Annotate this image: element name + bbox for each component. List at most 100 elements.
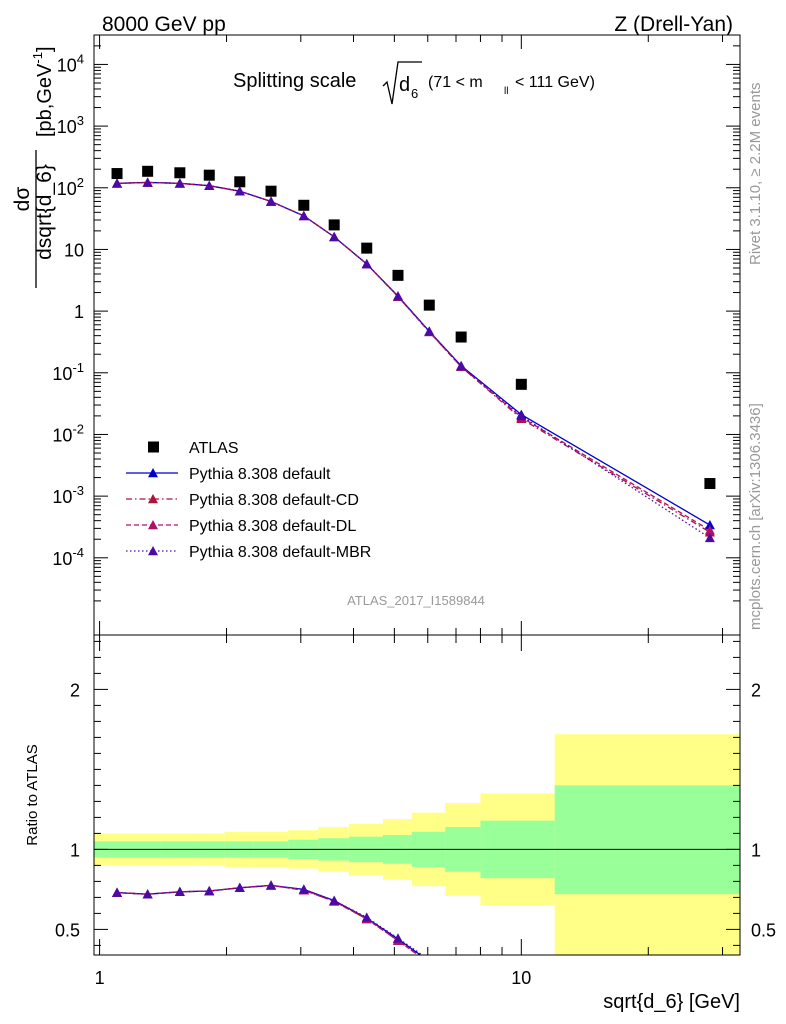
- point-mbr: [174, 178, 185, 188]
- main-ylabel: dσ dsqrt{d_6} [pb,GeV-1]: [11, 46, 56, 288]
- point-atlas: [328, 219, 340, 231]
- point-atlas: [265, 185, 277, 197]
- legend-marker-cd: [148, 494, 158, 504]
- ratio-xtick-label: 10: [511, 968, 531, 988]
- legend-label-dl: Pythia 8.308 default-DL: [189, 518, 356, 535]
- ratio-point-mbr: [361, 912, 372, 922]
- point-mbr: [298, 210, 309, 221]
- ratio-point-mbr: [329, 895, 340, 905]
- legend-label-atlas: ATLAS: [189, 440, 239, 457]
- point-mbr: [142, 177, 153, 187]
- legend-label-cd: Pythia 8.308 default-CD: [189, 492, 359, 509]
- ylabel-unit: [pb,GeV-1]: [30, 46, 56, 137]
- ratio-line-default: [117, 884, 422, 955]
- ratio-ytick-label-left: 1: [70, 840, 80, 860]
- header-right: Z (Drell-Yan): [614, 13, 733, 36]
- ratio-line-mbr: [117, 884, 424, 955]
- point-atlas: [111, 168, 123, 180]
- main-ytick-label: 10-1: [52, 360, 84, 384]
- ratio-line-dl: [117, 884, 420, 955]
- main-ytick-label: 10-2: [52, 421, 84, 445]
- point-mbr: [516, 410, 527, 421]
- point-mbr: [204, 180, 215, 190]
- ratio-point-mbr: [204, 886, 215, 896]
- point-mbr: [234, 186, 245, 196]
- legend-marker-mbr: [148, 546, 158, 556]
- point-mbr: [329, 231, 340, 242]
- point-atlas: [423, 299, 435, 311]
- ratio-point-mbr: [266, 880, 277, 890]
- main-data: [111, 165, 716, 543]
- band-inner-bin: [554, 785, 740, 895]
- legend-marker-default: [148, 468, 158, 478]
- mcplots-label: mcplots.cern.ch [arXiv:1306.3436]: [747, 403, 764, 630]
- point-atlas: [515, 378, 527, 390]
- ratio-frame: [93, 634, 741, 956]
- main-ytick-label: 104: [57, 51, 84, 75]
- ratio-ytick-label-right: 1: [751, 840, 761, 860]
- main-ytick-label: 10-3: [52, 483, 84, 507]
- ratio-ylabel: Ratio to ATLAS: [24, 744, 41, 845]
- title-prefix: Splitting scale: [233, 70, 356, 92]
- legend-marker-dl: [148, 520, 158, 530]
- point-atlas: [142, 165, 154, 177]
- ratio-point-mbr: [234, 882, 245, 893]
- point-dl: [704, 525, 715, 535]
- header-left: 8000 GeV pp: [102, 13, 226, 36]
- point-default: [704, 520, 715, 530]
- point-mbr: [424, 326, 435, 336]
- plot-title: Splitting scale d 6 (71 < m ll < 111 GeV…: [233, 61, 595, 105]
- ratio-line-cd: [117, 884, 420, 955]
- analysis-watermark: ATLAS_2017_I1589844: [347, 593, 485, 608]
- ratio-point-mbr: [392, 933, 403, 943]
- ratio-ytick-label-right: 0.5: [751, 920, 776, 940]
- ratio-xtick-label: 1: [95, 968, 105, 988]
- main-axes: 10-4 10-3 10-2 10-1 1 10 102 103 104: [52, 35, 740, 635]
- ratio-point-default: [424, 956, 434, 965]
- title-symbol-sub: 6: [411, 86, 418, 101]
- ratio-panel: 0.5 0.5 1 1 2 2 1 10 Ratio to ATLAS sqrt{d_6} […: [24, 634, 776, 1013]
- point-atlas: [455, 331, 467, 343]
- ylabel-den: dsqrt{d_6}: [33, 164, 56, 260]
- series-line-mbr: [117, 181, 711, 539]
- point-mbr: [112, 178, 123, 188]
- series-line-dl: [117, 181, 711, 531]
- legend-label-mbr: Pythia 8.308 default-MBR: [189, 544, 371, 561]
- ratio-data: [94, 734, 740, 967]
- main-ytick-label: 1: [74, 302, 84, 322]
- main-ytick-label: 10-4: [52, 545, 84, 569]
- title-range-sub: ll: [504, 86, 508, 97]
- point-atlas: [174, 167, 186, 179]
- legend-label-default: Pythia 8.308 default: [189, 466, 331, 483]
- point-atlas: [203, 169, 215, 181]
- legend: ATLAS Pythia 8.308 default Pythia 8.308 de…: [126, 440, 371, 561]
- ratio-series: [112, 880, 434, 967]
- ratio-ytick-label-right: 2: [751, 680, 761, 700]
- ratio-point-mbr: [142, 889, 153, 899]
- main-ytick-label: 102: [57, 175, 84, 199]
- ratio-point-mbr: [298, 884, 309, 894]
- ratio-ytick-label-left: 0.5: [55, 920, 80, 940]
- point-atlas: [234, 176, 246, 188]
- title-range-close: < 111 GeV): [515, 74, 595, 91]
- point-mbr: [704, 532, 715, 543]
- point-atlas: [392, 269, 404, 281]
- legend-marker-atlas: [148, 441, 159, 453]
- rivet-label: Rivet 3.1.10, ≥ 2.2M events: [747, 83, 764, 266]
- ratio-axes: 0.5 0.5 1 1 2 2 1 10: [55, 635, 776, 988]
- ratio-ytick-label-left: 2: [70, 680, 80, 700]
- point-mbr: [266, 196, 277, 206]
- ratio-point-cd: [424, 958, 434, 967]
- ratio-point-dl: [424, 958, 434, 967]
- main-panel: 10-4 10-3 10-2 10-1 1 10 102 103 104 Splitting s…: [11, 34, 741, 636]
- ratio-point-mbr: [174, 886, 185, 897]
- main-ytick-label: 103: [57, 113, 84, 137]
- title-range-open: (71 < m: [428, 74, 483, 91]
- ratio-point-mbr: [112, 887, 123, 897]
- x-axis-title: sqrt{d_6} [GeV]: [603, 991, 740, 1013]
- ylabel-num: dσ: [11, 187, 34, 212]
- main-ytick-label: 10: [64, 240, 84, 260]
- ratio-point-mbr: [429, 954, 430, 955]
- sqrt-sign: [382, 61, 422, 105]
